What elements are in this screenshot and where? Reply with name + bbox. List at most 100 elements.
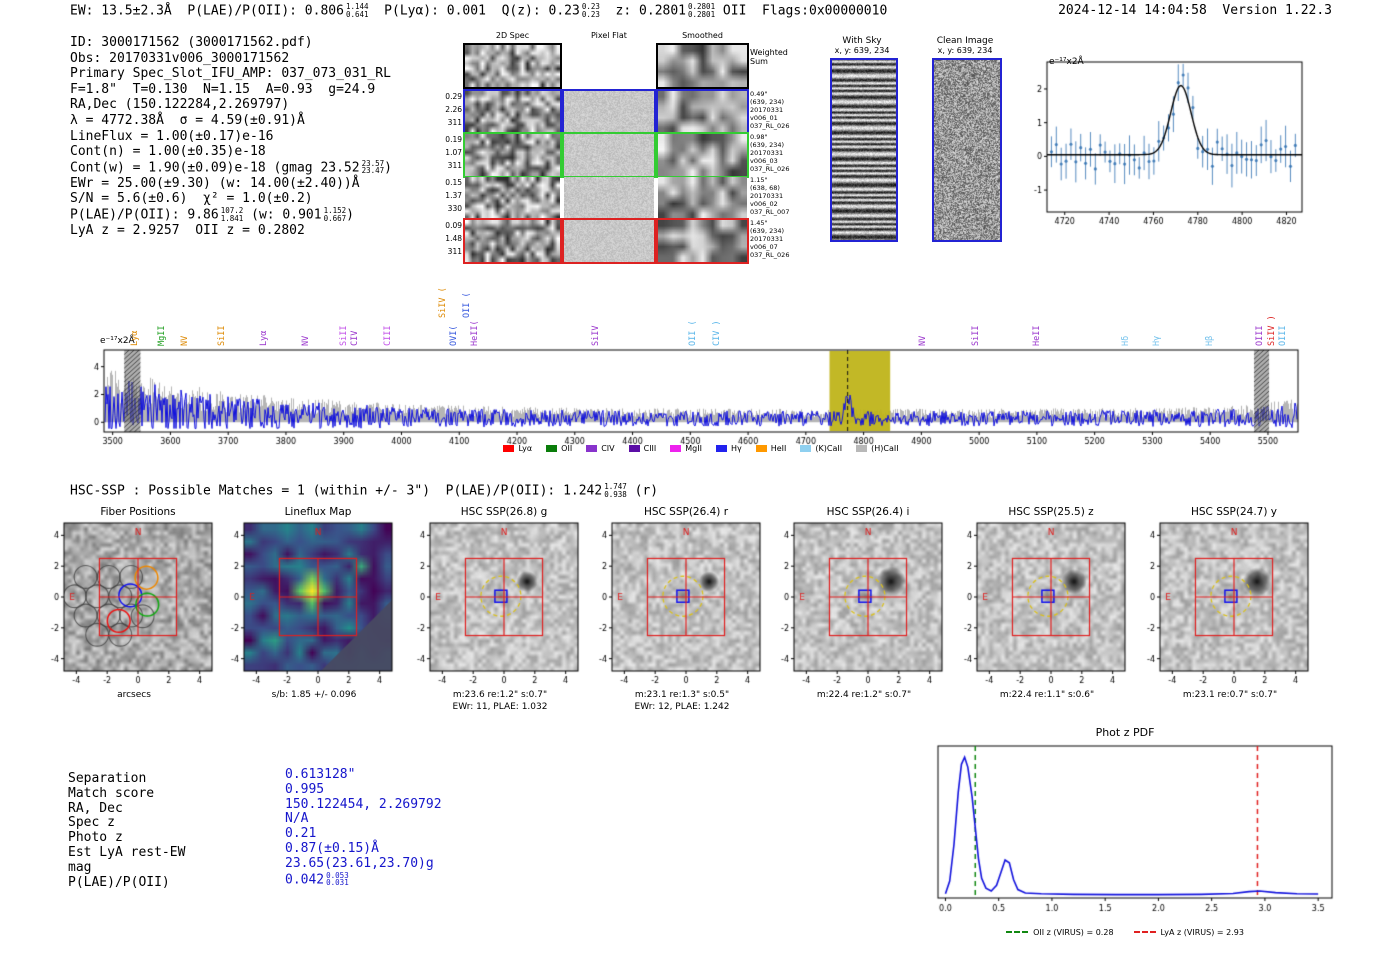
uncertainty-stack: 107.2 1.841 <box>221 207 244 222</box>
text-segment: Cont(n) = 1.00(±0.35)e-18 <box>70 144 266 160</box>
cutout-xlabel: s/b: 1.85 +/- 0.096 <box>271 690 357 700</box>
lower-uncertainty: 0.641 <box>345 9 369 19</box>
text-segment: EW: 13.5±2.3Å P(LAE)/P(OII): 0.806 <box>70 3 344 19</box>
text-segment: 0.042 <box>285 872 325 888</box>
legend-color-swatch <box>670 445 682 452</box>
uncertainty-stack: 1.152 0.667 <box>324 207 347 222</box>
info-line: RA,Dec (150.122284,2.269797) <box>70 97 392 113</box>
spec2d-column-header: 2D Spec <box>495 31 530 40</box>
match-field-label: Separation <box>68 771 147 786</box>
emission-line-label: OII ( <box>461 292 472 318</box>
uncertainty-stack: 1.747 0.938 <box>604 483 627 498</box>
cutout-image <box>764 521 946 689</box>
emission-line-label: CIV ) <box>712 320 723 346</box>
spec2d-row-annotation: 20170331 <box>750 106 784 114</box>
cutout-image <box>400 521 582 689</box>
spec2d-row-weight: 1.37 <box>445 191 462 200</box>
info-line: S/N = 5.6(±0.6) χ² = 1.0(±0.2) <box>70 191 392 207</box>
emission-line-label: NV <box>301 335 311 346</box>
cutout-title: Lineflux Map <box>284 506 352 518</box>
emission-line-label: OII ( <box>688 320 699 346</box>
with-sky-coords: x, y: 639, 234 <box>834 46 890 55</box>
cutout-panel-fiber: Fiber Positions arcsecs <box>34 506 216 718</box>
match-field-label: mag <box>68 859 92 875</box>
match-field-label: Spec z <box>68 815 115 831</box>
match-field-value: 0.995 <box>285 782 442 798</box>
emission-line-label: SiII <box>339 325 350 346</box>
upper-uncertainty: 23.57 <box>361 158 385 168</box>
text-segment: OII Flags:0x00000010 <box>715 3 888 19</box>
spectrum-legend: Lyα OII CIV CIII MgII Hγ HeII (K)CaII (H)CaII <box>104 444 1298 453</box>
cutout-image <box>34 521 216 689</box>
match-field-value: 0.613128" <box>285 767 442 783</box>
emission-line-label: NV <box>179 335 190 346</box>
spec2d-row-annotation: 037_RL_026 <box>750 165 790 173</box>
legend-color-swatch <box>503 445 515 452</box>
text-segment: ) <box>346 207 354 223</box>
emission-line-label: HeII <box>1031 325 1042 346</box>
uncertainty-stack: 0.053 0.031 <box>326 872 349 887</box>
lower-uncertainty: 1.841 <box>220 213 244 223</box>
text-segment: 0.21 <box>285 826 317 842</box>
text-segment: P(LAE)/P(OII): 9.86 <box>70 207 219 223</box>
uncertainty-stack: 0.2801 0.2801 <box>688 3 715 18</box>
text-segment: (w: 0.901 <box>243 207 322 223</box>
lower-uncertainty: 0.2801 <box>688 9 716 19</box>
spec2d-row-weight: 1.48 <box>445 234 462 243</box>
emission-line-label: OIII <box>1278 325 1289 346</box>
cutout-sublabel: EWr: 11, PLAE: 1.032 <box>452 702 548 712</box>
spec2d-row-annotation: (639, 234) <box>750 141 785 149</box>
with-sky-title: With Sky <box>842 36 882 46</box>
clean-image <box>932 58 1002 242</box>
text-segment: ID: 3000171562 (3000171562.pdf) <box>70 35 313 50</box>
emission-line-label: OIII <box>1255 325 1266 346</box>
info-line: P(LAE)/P(OII): 9.86 107.2 1.841 (w: 0.901 1… <box>70 207 392 223</box>
match-field-value: 23.65(23.61,23.70)g <box>285 856 442 872</box>
emission-line-label: NV <box>917 335 928 346</box>
match-field-label: RA, Dec <box>68 800 123 816</box>
text-segment: 0.613128" <box>285 767 356 782</box>
spec2d-row-annotation: 20170331 <box>750 149 784 157</box>
cutout-xlabel: m:23.6 re:1.2" s:0.7" <box>452 690 548 700</box>
spectrum-legend-item: CIII <box>628 444 657 453</box>
spec2d-row-weight: 311 <box>447 247 462 256</box>
cutout-image <box>214 521 396 689</box>
cutout-title: HSC SSP(24.7) y <box>1190 506 1277 518</box>
text-segment: z: 0.2801 <box>599 3 686 19</box>
spec2d-row-annotation: 20170331 <box>750 192 784 200</box>
spectrum-legend-item: (K)CaII <box>800 444 842 453</box>
upper-uncertainty: 0.23 <box>581 2 600 11</box>
cutout-xlabel: arcsecs <box>117 690 151 700</box>
spec2d-row-weight: 0.09 <box>445 221 462 230</box>
cutout-panel-sky: HSC SSP(24.7) y m:23.1 re:0.7" s:0.7" <box>1130 506 1312 718</box>
match-field-label: Match score <box>68 785 155 801</box>
spectrum-legend-item: Hγ <box>715 444 742 453</box>
info-line: λ = 4772.38Å σ = 4.59(±0.91)Å <box>70 113 392 129</box>
emission-line-label: CIII <box>383 325 394 346</box>
lower-uncertainty: 23.47 <box>361 166 385 176</box>
spec2d-row-annotation: 0.98" <box>750 133 768 141</box>
detection-info-block: ID: 3000171562 (3000171562.pdf) Obs: 2017… <box>70 35 392 239</box>
text-segment: RA,Dec (150.122284,2.269797) <box>70 97 290 113</box>
emission-line-label: SiII <box>217 325 228 346</box>
legend-label: CIV <box>601 444 615 453</box>
spec2d-row-annotation: 1.15" <box>750 176 768 184</box>
spec2d-cutout-image <box>562 175 656 221</box>
text-segment: EWr = 25.00(±9.30) (w: 14.00(±2.40))Å <box>70 175 360 191</box>
legend-label: HeII <box>770 444 787 453</box>
spectrum-legend-item: OII <box>546 444 572 453</box>
emission-line-label: Lyα <box>130 330 141 346</box>
lower-uncertainty: 0.667 <box>323 213 347 223</box>
text-segment: S/N = 5.6(±0.6) χ² = 1.0(±0.2) <box>70 191 313 207</box>
spec2d-row-weight: 0.29 <box>445 92 462 101</box>
spec2d-row-weight: 0.19 <box>445 135 462 144</box>
cutout-sublabel: EWr: 12, PLAE: 1.242 <box>634 702 730 712</box>
emission-line-label: MgII <box>156 325 167 346</box>
spec2d-cutout-image <box>656 132 749 178</box>
legend-label: CIII <box>643 444 657 453</box>
match-field-label: P(LAE)/P(OII) <box>68 874 170 890</box>
spec2d-row-annotation: v006_03 <box>750 157 778 165</box>
cutout-title: HSC SSP(25.5) z <box>1008 506 1094 518</box>
spec2d-row-annotation: v006_01 <box>750 114 778 122</box>
